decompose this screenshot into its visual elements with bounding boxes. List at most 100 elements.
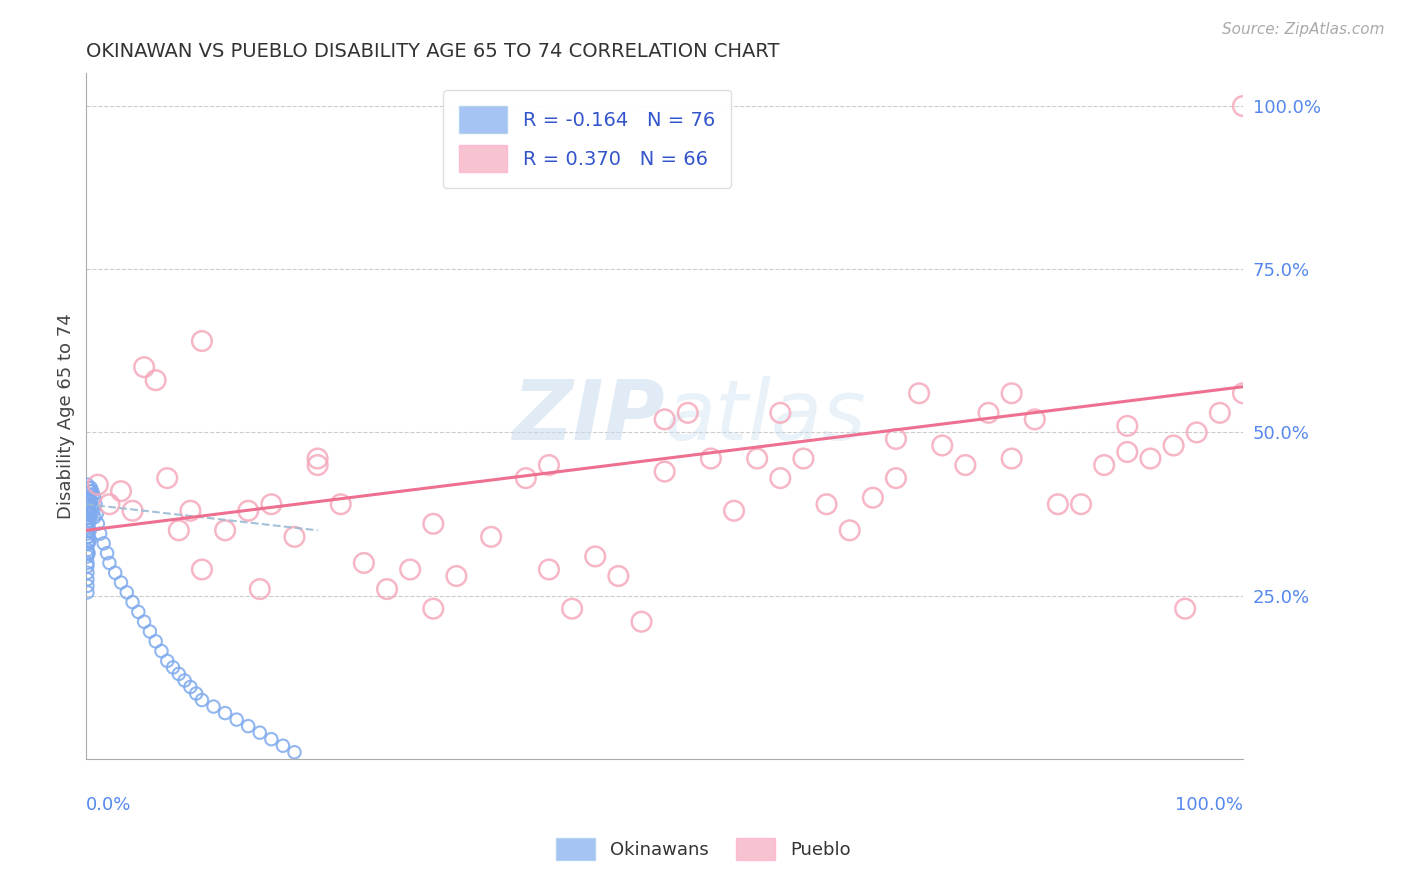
Point <box>77 481 100 495</box>
Point <box>747 451 769 466</box>
Point <box>654 412 676 426</box>
Point <box>79 484 101 499</box>
Point <box>307 458 329 472</box>
Point <box>83 491 105 505</box>
Point <box>84 497 107 511</box>
Point <box>77 500 100 515</box>
Point <box>93 536 115 550</box>
Point <box>76 530 98 544</box>
Point <box>145 634 167 648</box>
Point <box>86 507 108 521</box>
Point <box>283 530 305 544</box>
Point <box>76 572 98 586</box>
Point <box>110 575 132 590</box>
Point <box>76 477 98 491</box>
Point <box>977 406 1000 420</box>
Point <box>422 601 444 615</box>
Point <box>76 491 98 505</box>
Point <box>1185 425 1208 440</box>
Point <box>150 644 173 658</box>
Point <box>1163 438 1185 452</box>
Point <box>884 471 907 485</box>
Point <box>1024 412 1046 426</box>
Point <box>1174 601 1197 615</box>
Point <box>76 566 98 580</box>
Point <box>1139 451 1161 466</box>
Point <box>76 542 98 557</box>
Point <box>630 615 652 629</box>
Point <box>769 406 792 420</box>
Point <box>607 569 630 583</box>
Point <box>80 494 103 508</box>
Point <box>162 660 184 674</box>
Point <box>79 504 101 518</box>
Point <box>1232 386 1254 401</box>
Point <box>76 516 98 531</box>
Point <box>583 549 606 564</box>
Point <box>76 546 98 560</box>
Point <box>79 533 101 548</box>
Point <box>76 549 98 564</box>
Point <box>191 693 214 707</box>
Point <box>173 673 195 688</box>
Point <box>307 451 329 466</box>
Point <box>80 484 103 499</box>
Point <box>82 487 104 501</box>
Point <box>249 582 271 596</box>
Point <box>700 451 723 466</box>
Point <box>83 510 105 524</box>
Text: atlas: atlas <box>665 376 866 457</box>
Point <box>76 520 98 534</box>
Point <box>446 569 468 583</box>
Point <box>104 566 127 580</box>
Point <box>76 507 98 521</box>
Point <box>127 605 149 619</box>
Point <box>77 524 100 538</box>
Point <box>179 680 201 694</box>
Point <box>121 504 143 518</box>
Point <box>191 334 214 348</box>
Point <box>77 487 100 501</box>
Point <box>80 500 103 515</box>
Point <box>329 497 352 511</box>
Point <box>537 458 560 472</box>
Point <box>249 725 271 739</box>
Text: ZIP: ZIP <box>512 376 665 457</box>
Point <box>76 579 98 593</box>
Point <box>186 686 208 700</box>
Point <box>815 497 838 511</box>
Point <box>156 654 179 668</box>
Point <box>422 516 444 531</box>
Legend: Okinawans, Pueblo: Okinawans, Pueblo <box>548 830 858 867</box>
Point <box>792 451 814 466</box>
Point <box>769 471 792 485</box>
Point <box>87 477 110 491</box>
Point <box>931 438 953 452</box>
Point <box>121 595 143 609</box>
Point <box>77 516 100 531</box>
Point <box>98 497 121 511</box>
Point <box>115 585 138 599</box>
Point <box>955 458 977 472</box>
Point <box>1116 445 1139 459</box>
Point <box>479 530 502 544</box>
Point <box>167 667 190 681</box>
Point <box>191 562 214 576</box>
Point <box>283 745 305 759</box>
Point <box>77 546 100 560</box>
Point <box>238 719 260 733</box>
Point <box>1232 99 1254 113</box>
Point <box>884 432 907 446</box>
Point <box>76 556 98 570</box>
Point <box>838 524 860 538</box>
Point <box>79 494 101 508</box>
Point <box>238 504 260 518</box>
Legend: R = -0.164   N = 76, R = 0.370   N = 66: R = -0.164 N = 76, R = 0.370 N = 66 <box>443 90 731 188</box>
Point <box>862 491 884 505</box>
Point <box>1116 418 1139 433</box>
Point <box>214 706 236 720</box>
Y-axis label: Disability Age 65 to 74: Disability Age 65 to 74 <box>58 313 75 519</box>
Point <box>80 507 103 521</box>
Point <box>908 386 931 401</box>
Point <box>399 562 422 576</box>
